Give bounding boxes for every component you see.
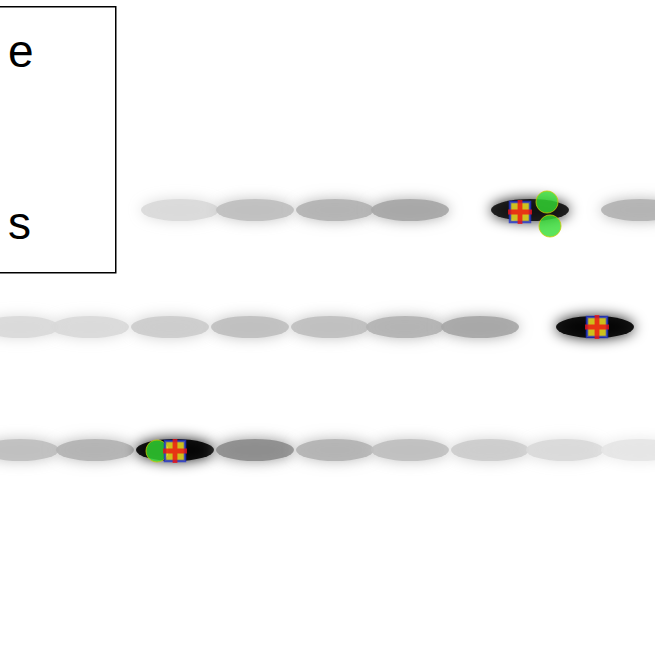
svg-text:s: s [8, 197, 31, 249]
svg-text:e: e [8, 25, 34, 77]
